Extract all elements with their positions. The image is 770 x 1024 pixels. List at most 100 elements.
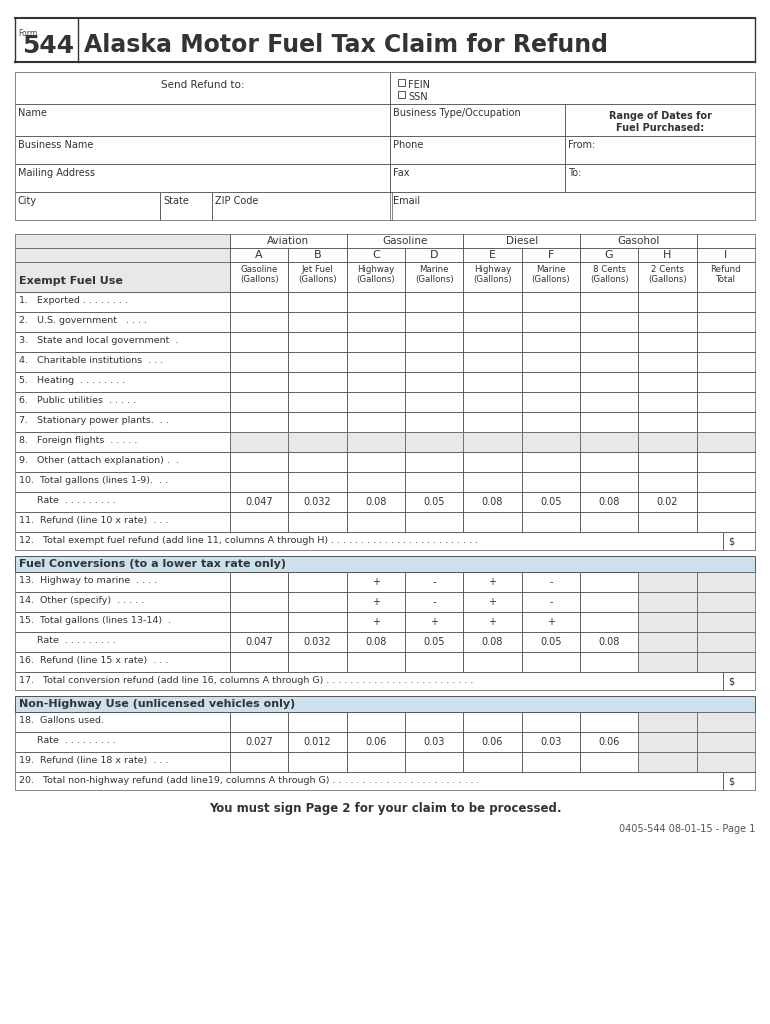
Bar [580,262,638,292]
Text: SSN: SSN [408,92,427,102]
Bar [288,332,346,352]
Text: 0.047: 0.047 [246,637,273,647]
Bar [405,732,464,752]
Bar [15,372,230,392]
Bar [230,512,288,532]
Bar [230,452,288,472]
Bar [638,612,697,632]
Bar [390,164,565,193]
Bar [464,412,521,432]
Bar [15,248,230,262]
Bar [15,392,230,412]
Bar [521,592,580,612]
Bar [638,352,697,372]
Bar [15,672,723,690]
Bar [638,592,697,612]
Bar [580,452,638,472]
Bar [638,732,697,752]
Text: 5.   Heating  . . . . . . . .: 5. Heating . . . . . . . . [19,376,125,385]
Text: Gasoline
(Gallons): Gasoline (Gallons) [239,265,279,285]
Text: Mailing Address: Mailing Address [18,168,95,178]
Bar [580,432,638,452]
Bar [697,452,755,472]
Bar [288,572,346,592]
Bar [521,492,580,512]
Text: +: + [372,597,380,607]
Bar [464,472,521,492]
Text: Business Type/Occupation: Business Type/Occupation [393,108,521,118]
Text: -: - [433,577,436,587]
Text: 9.   Other (attach explanation) .  .: 9. Other (attach explanation) . . [19,456,179,465]
Text: Aviation: Aviation [267,236,310,246]
Text: Jet Fuel
(Gallons): Jet Fuel (Gallons) [298,265,336,285]
Bar [521,372,580,392]
Bar [230,612,288,632]
Bar [697,352,755,372]
Text: -: - [433,597,436,607]
Bar [405,472,464,492]
Bar [288,262,346,292]
Text: 0405-544 08-01-15 - Page 1: 0405-544 08-01-15 - Page 1 [618,824,755,834]
Bar [521,412,580,432]
Bar [464,712,521,732]
Bar [230,248,288,262]
Text: $: $ [728,676,734,686]
Bar [15,752,230,772]
Bar [288,652,346,672]
Text: 7.   Stationary power plants.  . .: 7. Stationary power plants. . . [19,416,169,425]
Bar [580,572,638,592]
Bar [638,632,697,652]
Bar [697,412,755,432]
Text: Fax: Fax [393,168,410,178]
Bar [697,312,755,332]
Bar [580,732,638,752]
Bar [346,492,405,512]
Text: Fuel Conversions (to a lower tax rate only): Fuel Conversions (to a lower tax rate on… [19,559,286,569]
Text: 17.   Total conversion refund (add line 16, columns A through G) . . . . . . . .: 17. Total conversion refund (add line 16… [19,676,474,685]
Bar [160,193,212,220]
Bar [405,248,464,262]
Bar [580,292,638,312]
Bar [288,312,346,332]
Text: 0.027: 0.027 [246,737,273,746]
Text: To:: To: [568,168,581,178]
Bar [638,452,697,472]
Bar [288,452,346,472]
Bar [230,652,288,672]
Bar [697,332,755,352]
Bar [288,412,346,432]
Bar [580,372,638,392]
Bar [405,512,464,532]
Bar [580,392,638,412]
Bar [521,248,580,262]
Bar [288,492,346,512]
Bar [580,412,638,432]
Bar [638,712,697,732]
Text: 0.032: 0.032 [303,637,331,647]
Bar [464,292,521,312]
Bar [464,372,521,392]
Text: Exempt Fuel Use: Exempt Fuel Use [19,276,123,286]
Bar [521,432,580,452]
Bar [405,572,464,592]
Text: Range of Dates for
Fuel Purchased:: Range of Dates for Fuel Purchased: [608,111,711,132]
Bar [638,412,697,432]
Bar [521,732,580,752]
Bar [638,248,697,262]
Bar [580,312,638,332]
Text: A: A [256,250,263,260]
Text: D: D [430,250,438,260]
Text: 0.032: 0.032 [303,497,331,507]
Bar [15,712,230,732]
Bar [346,612,405,632]
Bar [230,632,288,652]
Bar [580,632,638,652]
Bar [398,79,405,86]
Bar [15,412,230,432]
Text: From:: From: [568,140,595,150]
Bar [15,632,230,652]
Bar [521,262,580,292]
Text: 15.  Total gallons (lines 13-14)  .: 15. Total gallons (lines 13-14) . [19,616,171,625]
Bar [346,752,405,772]
Bar [230,392,288,412]
